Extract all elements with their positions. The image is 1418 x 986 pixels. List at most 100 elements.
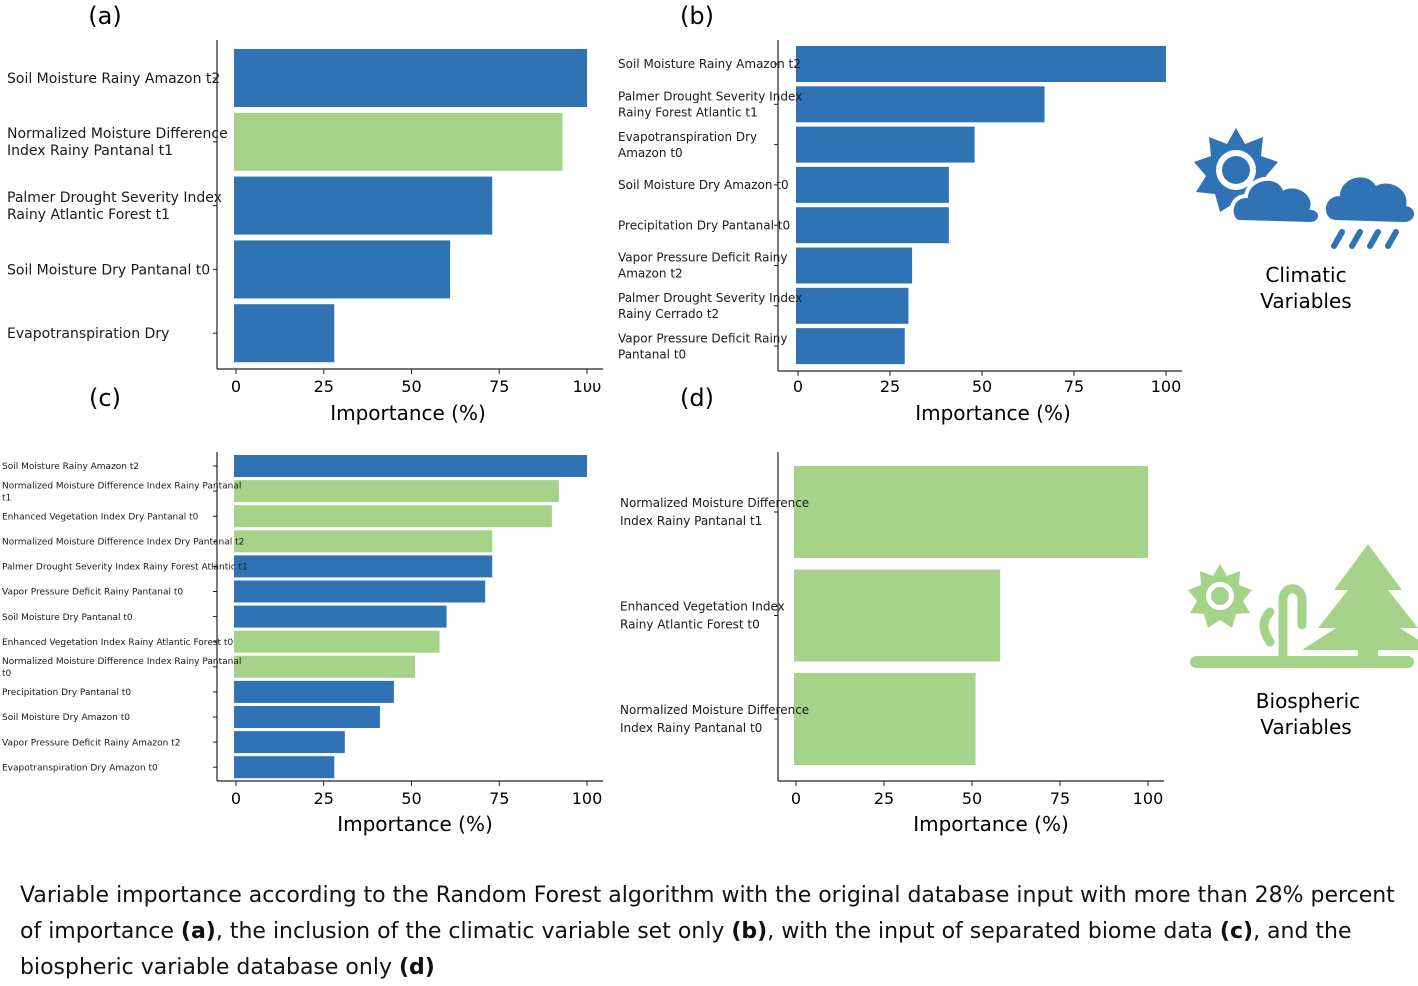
y-label-c-3-line-1: Enhanced Vegetation Index Dry Pantanal t… xyxy=(2,512,199,522)
caption-text: , with the input of separated biome data xyxy=(767,919,1220,944)
x-axis-title-b: Importance (%) xyxy=(915,401,1071,425)
bar-c-5 xyxy=(234,555,493,578)
bar-a-2 xyxy=(234,112,563,171)
x-tick-label-b-1: 0 xyxy=(793,377,803,396)
x-tick-label-b-3: 50 xyxy=(972,377,992,396)
panel-a-chart: (a) Soil Moisture Rainy Amazon t2 Normaliz… xyxy=(7,2,603,425)
y-label-b-7-line-1: Palmer Drought Severity Index xyxy=(618,291,802,305)
x-tick-label-b-5: 100 xyxy=(1151,377,1182,396)
y-label-b-8-line-2: Pantanal t0 xyxy=(618,347,686,361)
panel-b-chart: (b) Soil Moisture Rainy Amazon t2 Palmer D… xyxy=(618,2,1182,425)
bar-a-5 xyxy=(234,304,335,363)
bar-c-11 xyxy=(234,706,380,728)
bar-b-4 xyxy=(796,166,949,203)
bar-c-13 xyxy=(234,756,335,779)
biospheric-label-line-1: Biospheric xyxy=(1256,689,1360,713)
x-tick-label-b-2: 25 xyxy=(880,377,900,396)
bar-b-3 xyxy=(796,126,975,163)
sun-cloud-icon xyxy=(1194,128,1322,227)
y-label-c-7-line-1: Soil Moisture Dry Pantanal t0 xyxy=(2,613,133,623)
bar-c-9 xyxy=(234,655,416,678)
y-label-a-3-line-2: Rainy Atlantic Forest t1 xyxy=(7,207,170,223)
bar-b-8 xyxy=(796,328,905,365)
bar-c-4 xyxy=(234,530,493,553)
y-label-c-4-line-1: Normalized Moisture Difference Index Dry… xyxy=(2,537,244,547)
bar-c-7 xyxy=(234,605,447,628)
bar-b-6 xyxy=(796,247,913,284)
panel-c-chart: (c) Soil Moisture Rainy Amazon t2 Normaliz… xyxy=(2,384,603,836)
x-tick-label-b-4: 75 xyxy=(1064,377,1084,396)
y-label-d-1-line-1: Normalized Moisture Difference xyxy=(620,496,809,510)
bar-b-2 xyxy=(796,86,1045,123)
y-label-b-3-line-2: Amazon t0 xyxy=(618,146,683,160)
panel-d-chart: (d) Normalized Moisture Difference Index R… xyxy=(620,384,1164,836)
pine-tree-icon xyxy=(1302,544,1418,662)
y-label-b-4-line-1: Soil Moisture Dry Amazon t0 xyxy=(618,178,789,192)
caption-text: , the inclusion of the climatic variable… xyxy=(215,919,732,944)
x-tick-label-d-5: 100 xyxy=(1133,789,1164,808)
y-label-c-1-line-1: Soil Moisture Rainy Amazon t2 xyxy=(2,462,139,472)
bar-b-5 xyxy=(796,207,949,244)
x-axis-title-c: Importance (%) xyxy=(337,812,493,836)
bar-d-2 xyxy=(794,569,1001,662)
y-label-b-5-line-1: Precipitation Dry Pantanal t0 xyxy=(618,218,790,232)
biospheric-label-line-2: Variables xyxy=(1260,715,1351,739)
y-label-b-2-line-2: Rainy Forest Atlantic t1 xyxy=(618,106,758,120)
bar-b-1 xyxy=(796,46,1166,82)
x-tick-label-d-1: 0 xyxy=(791,789,801,808)
y-label-a-2-line-1: Normalized Moisture Difference xyxy=(7,126,228,142)
x-tick-label-c-3: 50 xyxy=(401,789,421,808)
y-label-b-6-line-2: Amazon t2 xyxy=(618,267,683,281)
bar-b-7 xyxy=(796,287,909,324)
y-label-d-2-line-2: Rainy Atlantic Forest t0 xyxy=(620,618,760,632)
bar-c-8 xyxy=(234,630,440,653)
y-label-c-6-line-1: Vapor Pressure Deficit Rainy Pantanal t0 xyxy=(2,588,183,598)
y-label-c-12-line-1: Vapor Pressure Deficit Rainy Amazon t2 xyxy=(2,738,180,748)
x-tick-label-a-3: 50 xyxy=(401,377,421,396)
bar-c-1 xyxy=(234,455,587,477)
caption-panel-ref: (b) xyxy=(731,919,768,944)
bar-c-6 xyxy=(234,580,486,603)
biospheric-icon-group: Biospheric Variables xyxy=(1188,544,1418,739)
bar-c-10 xyxy=(234,680,394,703)
x-axis-title-d: Importance (%) xyxy=(913,812,1069,836)
panel-c-letter: (c) xyxy=(89,384,121,412)
x-tick-label-a-1: 0 xyxy=(231,377,241,396)
y-label-b-7-line-2: Rainy Cerrado t2 xyxy=(618,307,719,321)
x-tick-label-d-3: 50 xyxy=(962,789,982,808)
y-label-d-2-line-1: Enhanced Vegetation Index xyxy=(620,600,785,614)
x-tick-label-c-1: 0 xyxy=(231,789,241,808)
y-label-b-6-line-1: Vapor Pressure Deficit Rainy xyxy=(618,251,788,265)
caption-text: , and the biospheric variable database o… xyxy=(20,919,1352,980)
y-label-c-2-line-2: t1 xyxy=(2,493,11,503)
caption-panel-ref: (c) xyxy=(1219,919,1254,944)
x-axis-title-a: Importance (%) xyxy=(330,401,486,425)
y-label-d-3-line-2: Index Rainy Pantanal t0 xyxy=(620,721,762,735)
panel-d-letter: (d) xyxy=(680,384,714,412)
y-label-c-10-line-1: Precipitation Dry Pantanal t0 xyxy=(2,688,131,698)
x-tick-label-a-2: 25 xyxy=(314,377,334,396)
y-label-b-2-line-1: Palmer Drought Severity Index xyxy=(618,90,802,104)
bar-c-12 xyxy=(234,731,345,754)
x-tick-label-a-4: 75 xyxy=(489,377,509,396)
y-label-a-1-line-1: Soil Moisture Rainy Amazon t2 xyxy=(7,71,220,87)
x-tick-label-c-5: 100 xyxy=(572,789,603,808)
figure-caption: Variable importance according to the Ran… xyxy=(20,878,1405,986)
ground-line xyxy=(1190,656,1414,668)
y-label-a-3-line-1: Palmer Drought Severity Index xyxy=(7,190,222,206)
bar-a-3 xyxy=(234,176,493,235)
caption-text: Variable importance according to the Ran… xyxy=(20,883,1395,944)
x-tick-label-a-5: 1υυ xyxy=(573,377,602,396)
y-label-c-9-line-2: t0 xyxy=(2,669,12,679)
caption-panel-ref: (a) xyxy=(180,919,216,944)
y-label-b-8-line-1: Vapor Pressure Deficit Rainy xyxy=(618,331,788,345)
rain-cloud-icon xyxy=(1325,177,1415,249)
y-label-a-4-line-1: Soil Moisture Dry Pantanal t0 xyxy=(7,262,210,278)
x-tick-label-d-4: 75 xyxy=(1050,789,1070,808)
y-label-b-1-line-1: Soil Moisture Rainy Amazon t2 xyxy=(618,57,801,71)
bar-a-4 xyxy=(234,240,451,299)
panel-a-letter: (a) xyxy=(88,2,121,30)
bar-c-2 xyxy=(234,480,559,503)
y-label-d-1-line-2: Index Rainy Pantanal t1 xyxy=(620,514,762,528)
bar-a-1 xyxy=(234,49,587,107)
